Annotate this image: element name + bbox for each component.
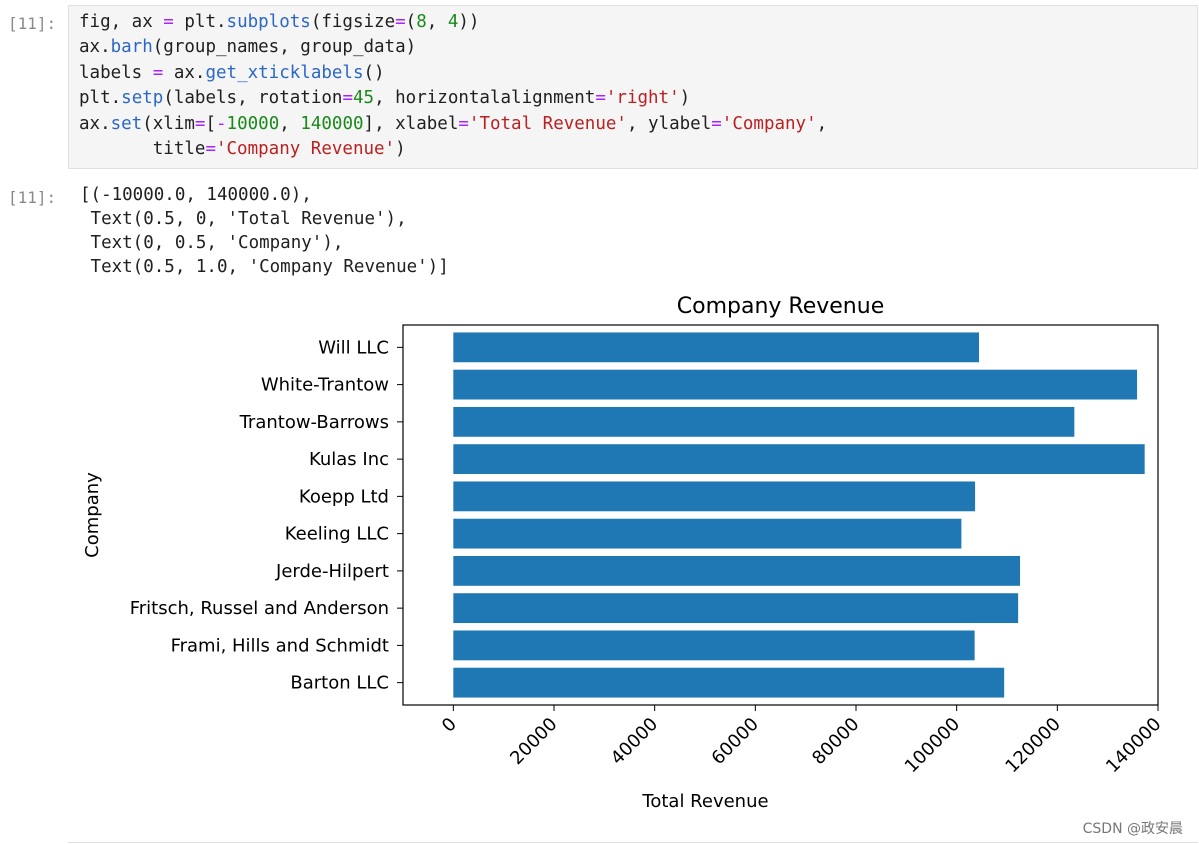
y-axis-label: Company xyxy=(82,472,103,558)
code-token: 4 xyxy=(447,12,459,32)
plot-frame xyxy=(402,324,1159,706)
code-token: = xyxy=(395,12,406,32)
x-tick-label: 100000 xyxy=(901,714,964,777)
code-token: = xyxy=(163,12,174,32)
y-tick-label: Frami, Hills and Schmidt xyxy=(171,635,389,656)
code-token: ax. xyxy=(79,113,111,134)
code-line: labels = ax.get_xticklabels() xyxy=(79,63,385,83)
code-token: plt. xyxy=(173,12,227,32)
code-token: title xyxy=(79,139,206,159)
output-line: Text(0.5, 0, 'Total Revenue'), xyxy=(80,209,407,229)
code-token: = xyxy=(342,88,353,109)
output-line: [(-10000.0, 140000.0), xyxy=(80,185,312,205)
code-token: , horizontalalignment xyxy=(374,88,596,109)
code-token: - xyxy=(216,113,227,134)
code-token: () xyxy=(363,62,385,83)
code-token: = xyxy=(595,88,606,109)
code-token: = xyxy=(194,113,206,134)
code-line: ax.barh(group_names, group_data) xyxy=(79,37,416,57)
code-token: ) xyxy=(679,88,691,109)
code-token: 140000 xyxy=(300,113,364,134)
x-tick-label: 40000 xyxy=(607,714,662,769)
x-tick-label: 60000 xyxy=(708,714,763,769)
code-token: fig, ax xyxy=(79,12,164,32)
code-token: get_xticklabels xyxy=(205,62,364,83)
code-token: 10000 xyxy=(226,113,280,134)
code-cell-editor[interactable]: fig, ax = plt.subplots(figsize=(8, 4)) ax… xyxy=(68,5,1198,169)
code-token: 'Company Revenue' xyxy=(215,139,396,159)
y-tick-label: White-Trantow xyxy=(261,375,389,396)
code-token: (group_names, group_data) xyxy=(152,37,417,58)
bar xyxy=(453,406,1075,437)
x-tick-label: 80000 xyxy=(808,714,863,769)
y-tick-label: Will LLC xyxy=(318,337,389,358)
code-token: 'Company' xyxy=(721,113,817,134)
output-line: Text(0, 0.5, 'Company'), xyxy=(80,233,344,253)
code-token: = xyxy=(458,113,469,134)
code-token: (labels, rotation xyxy=(163,88,343,109)
y-tick-label: Kulas Inc xyxy=(309,449,389,470)
code-token: = xyxy=(152,62,164,83)
code-token: , xyxy=(279,113,301,134)
code-line: plt.setp(labels, rotation=45, horizontal… xyxy=(79,88,690,108)
bar xyxy=(453,332,979,363)
code-token: ( xyxy=(405,12,417,32)
code-token: ], xlabel xyxy=(363,113,459,134)
y-tick-label: Koepp Ltd xyxy=(299,486,389,507)
revenue-chart: Barton LLC Frami, Hills and Schmidt Fritsc… xyxy=(82,294,1166,812)
x-tick-label: 0 xyxy=(438,714,461,737)
output-prompt: [11]: xyxy=(8,188,57,207)
bar xyxy=(453,630,975,661)
bar xyxy=(453,481,976,512)
bar xyxy=(453,555,1021,586)
code-token: , xyxy=(816,113,828,134)
bar xyxy=(453,667,1005,698)
code-token: ) xyxy=(395,139,406,159)
code-token: = xyxy=(711,113,722,134)
code-token: 8 xyxy=(416,12,427,32)
code-line: title='Company Revenue') xyxy=(79,139,406,159)
input-prompt: [11]: xyxy=(8,14,57,33)
y-tick-label: Keeling LLC xyxy=(285,524,389,545)
code-token: 'right' xyxy=(605,88,680,109)
x-tick-label: 20000 xyxy=(506,714,561,769)
chart-title: Company Revenue xyxy=(677,294,884,319)
x-tick-label: 140000 xyxy=(1102,714,1165,777)
code-token: 45 xyxy=(352,88,375,109)
code-token: ax. xyxy=(163,62,206,83)
y-tick-label: Fritsch, Russel and Anderson xyxy=(130,598,389,619)
y-tick-label: Trantow-Barrows xyxy=(239,412,389,433)
code-token: )) xyxy=(458,12,480,32)
y-tick-label: Barton LLC xyxy=(290,673,389,694)
code-token: set xyxy=(110,113,143,134)
code-token: = xyxy=(205,139,216,159)
code-token: plt. xyxy=(79,88,122,109)
bar xyxy=(453,593,1019,624)
y-tick-label: Jerde-Hilpert xyxy=(275,561,389,582)
code-token: subplots xyxy=(226,12,311,32)
code-token: [ xyxy=(205,113,216,134)
code-token: labels xyxy=(79,62,153,83)
code-token: (xlim xyxy=(142,113,195,134)
watermark: CSDN @政安晨 xyxy=(1082,821,1183,837)
code-token: ax. xyxy=(79,37,111,58)
x-tick-label: 120000 xyxy=(1001,714,1064,777)
code-token: setp xyxy=(121,88,164,109)
code-token: 'Total Revenue' xyxy=(468,113,627,134)
code-token: , xyxy=(426,12,448,32)
cell-divider xyxy=(68,842,1198,843)
code-line: fig, ax = plt.subplots(figsize=(8, 4)) xyxy=(79,12,479,32)
code-line: ax.set(xlim=[-10000, 140000], xlabel='To… xyxy=(79,114,827,134)
code-token: (figsize xyxy=(310,12,396,32)
bar xyxy=(453,444,1145,475)
code-token: , ylabel xyxy=(626,113,712,134)
bar xyxy=(453,518,962,549)
output-line: Text(0.5, 1.0, 'Company Revenue')] xyxy=(80,257,449,277)
bar xyxy=(453,369,1138,400)
code-token: barh xyxy=(110,37,153,58)
x-axis-label: Total Revenue xyxy=(641,791,768,812)
